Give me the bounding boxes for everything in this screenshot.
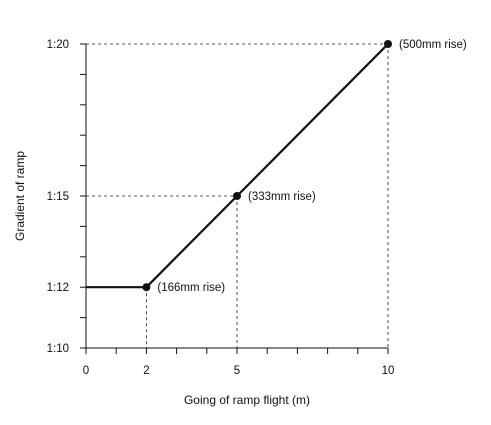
- rise-annotation: (166mm rise): [157, 282, 225, 294]
- y-tick-label: 1:10: [47, 343, 69, 355]
- x-tick-label: 0: [83, 365, 89, 377]
- guide-lines: [86, 43, 389, 348]
- annotations: (166mm rise) (333mm rise) (500mm rise): [157, 39, 467, 294]
- y-tick-label: 1:15: [47, 191, 69, 203]
- y-tick-label: 1:12: [47, 282, 69, 294]
- y-tick-label: 1:20: [47, 39, 69, 51]
- tick-marks: [80, 43, 389, 354]
- series-line: [86, 43, 389, 289]
- rise-annotation: (500mm rise): [399, 39, 467, 51]
- data-point: [142, 283, 151, 292]
- data-point: [233, 192, 241, 200]
- x-tick-label: 5: [234, 365, 240, 377]
- y-axis-label: Gradient of ramp: [13, 151, 27, 241]
- x-axis-label: Going of ramp flight (m): [184, 393, 310, 407]
- series: [86, 40, 392, 292]
- x-tick-label: 10: [382, 365, 395, 377]
- data-point: [384, 40, 392, 48]
- tick-labels: 0 2 5 10 1:10 1:12 1:15 1:20: [47, 39, 395, 377]
- x-tick-label: 2: [143, 365, 149, 377]
- rise-annotation: (333mm rise): [248, 191, 316, 203]
